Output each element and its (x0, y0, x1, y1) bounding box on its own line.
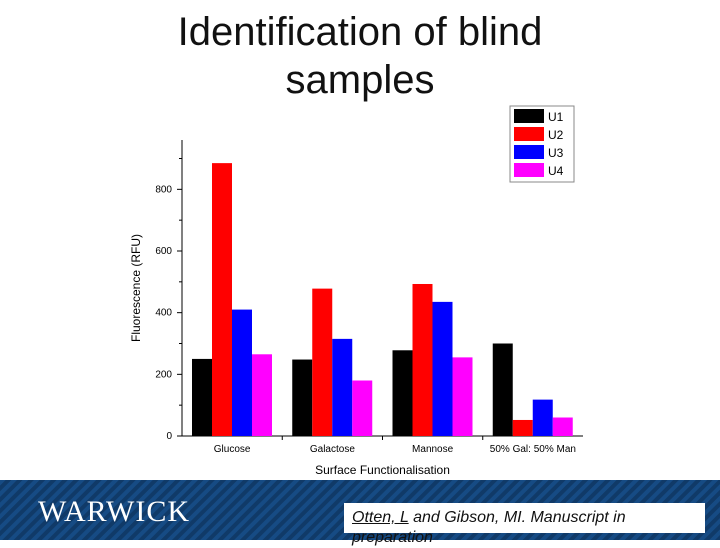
bar-u4 (552, 417, 573, 436)
x-axis-title: Surface Functionalisation (315, 463, 450, 477)
legend-label: U2 (548, 128, 564, 142)
y-tick-label: 0 (166, 431, 172, 442)
bar-u1 (192, 358, 212, 436)
legend-swatch-u3 (514, 145, 544, 159)
bar-u2 (512, 419, 533, 436)
legend-label: U4 (548, 164, 564, 178)
bar-u4 (352, 380, 373, 436)
y-tick-label: 800 (155, 184, 172, 195)
citation-text: Otten, L and Gibson, MI. Manuscript in p… (352, 508, 702, 548)
citation-author-link[interactable]: Otten, L (352, 509, 409, 526)
bar-u4 (452, 357, 473, 436)
legend-swatch-u1 (514, 109, 544, 123)
warwick-logo: WARWICK (38, 495, 190, 528)
y-tick-label: 400 (155, 308, 172, 319)
citation-box (344, 503, 705, 533)
bar-u3 (332, 338, 353, 436)
bar-u4 (252, 354, 272, 436)
bar-u3 (532, 399, 553, 436)
citation-line-2: preparation (352, 529, 433, 546)
y-tick-label: 600 (155, 246, 172, 257)
bar-u1 (292, 359, 313, 436)
slide-title: Identification of blind samples (90, 8, 630, 104)
bar-u2 (212, 163, 232, 436)
slide-title-line-1: Identification of blind (177, 10, 543, 54)
bar-u2 (312, 288, 333, 436)
x-tick-label: Galactose (310, 444, 355, 455)
x-tick-label: 50% Gal: 50% Man (490, 444, 576, 455)
legend-label: U3 (548, 146, 564, 160)
legend-swatch-u4 (514, 163, 544, 177)
legend-label: U1 (548, 110, 564, 124)
legend-swatch-u2 (514, 127, 544, 141)
bar-u1 (392, 350, 413, 436)
bar-u3 (232, 309, 252, 436)
slide-title-line-2: samples (285, 58, 435, 102)
bar-chart: 0 200 400 600 800 Glucose Galactose Mannose 50% … (129, 105, 583, 477)
y-tick-label: 200 (155, 369, 172, 380)
x-tick-label: Glucose (214, 444, 251, 455)
citation-rest: and Gibson, MI. Manuscript in (408, 509, 626, 526)
bar-u3 (432, 301, 453, 436)
y-axis-title: Fluorescence (RFU) (129, 234, 143, 342)
x-tick-label: Mannose (412, 444, 454, 455)
bar-u2 (412, 283, 433, 436)
bar-u1 (492, 343, 513, 436)
